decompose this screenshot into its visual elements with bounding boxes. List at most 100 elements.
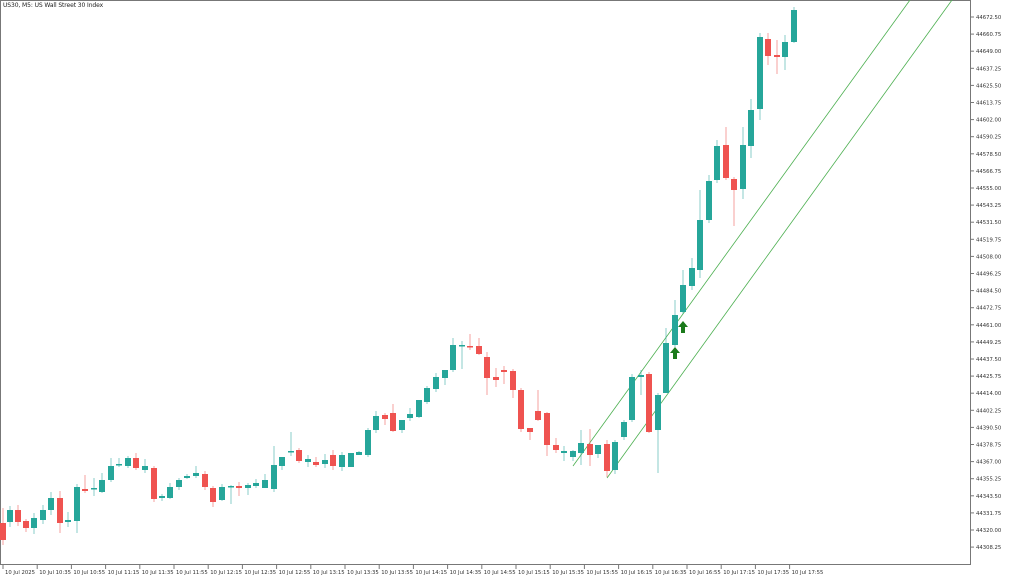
time-tick-label: 10 Jul 11:15 [108, 570, 140, 576]
candle [82, 475, 88, 493]
candle [31, 513, 37, 534]
candle [57, 491, 63, 533]
price-tick-label: 44555.00 [976, 186, 1002, 192]
price-tick-label: 44508.00 [976, 254, 1002, 260]
up-arrow-icon [678, 321, 688, 333]
candle [578, 430, 584, 465]
candle [629, 374, 635, 422]
price-tick-label: 44308.25 [976, 545, 1001, 551]
candle [424, 386, 430, 404]
candle [7, 506, 13, 527]
price-tick-label: 44590.25 [976, 135, 1001, 141]
price-tick-label: 44367.00 [976, 460, 1002, 466]
candle [680, 270, 686, 314]
candle [646, 372, 652, 433]
candle [253, 479, 259, 488]
candle [774, 40, 780, 74]
candle [0, 508, 6, 545]
candle [467, 334, 473, 350]
price-tick-label: 44531.50 [976, 220, 1002, 226]
candle [442, 370, 448, 385]
price-tick-label: 44320.00 [976, 528, 1002, 534]
candle [167, 483, 173, 499]
candle [99, 473, 105, 493]
price-tick-label: 44578.50 [976, 152, 1002, 158]
candle [365, 428, 371, 457]
time-tick-label: 10 Jul 17:55 [792, 570, 824, 576]
price-tick-label: 44519.75 [976, 237, 1001, 243]
candle [757, 33, 763, 120]
candle [202, 471, 208, 490]
candle [159, 494, 165, 501]
price-tick-label: 44425.75 [976, 374, 1001, 380]
candle [570, 450, 576, 461]
time-tick-label: 10 Jul 17:35 [757, 570, 789, 576]
candle [544, 412, 550, 456]
price-tick-label: 44331.75 [976, 511, 1001, 517]
price-tick-label: 44461.00 [976, 323, 1002, 329]
time-tick-label: 10 Jul 14:15 [415, 570, 447, 576]
candle [193, 466, 199, 478]
candle [151, 466, 157, 502]
time-tick-label: 10 Jul 13:15 [313, 570, 345, 576]
candle [142, 459, 148, 473]
candle [740, 127, 746, 199]
candle [672, 300, 678, 347]
candle [748, 99, 754, 158]
price-tick-label: 44625.50 [976, 83, 1002, 89]
time-tick-label: 10 Jul 13:55 [381, 570, 413, 576]
candle [484, 352, 490, 395]
channel-line [606, 0, 953, 479]
price-tick-label: 44343.50 [976, 494, 1002, 500]
up-arrow-icon [670, 347, 680, 359]
time-tick-label: 10 Jul 16:15 [621, 570, 653, 576]
candle [595, 445, 601, 458]
candle [587, 429, 593, 466]
candle [416, 400, 422, 418]
price-tick-label: 44660.75 [976, 32, 1001, 38]
candle [714, 140, 720, 183]
price-tick-label: 44378.75 [976, 443, 1001, 449]
candle [339, 452, 345, 471]
price-axis[interactable]: 44672.50 44660.75 44649.00 44637.25 44625.50… [970, 15, 1002, 551]
time-tick-label: 10 Jul 10:35 [39, 570, 71, 576]
candle [236, 482, 242, 496]
candle [501, 366, 507, 384]
price-tick-label: 44472.75 [976, 306, 1001, 312]
candle [219, 484, 225, 501]
candle [305, 455, 311, 467]
candle [518, 388, 524, 432]
candle [527, 428, 533, 440]
candle [663, 328, 669, 393]
candle [356, 451, 362, 455]
candle [621, 420, 627, 440]
candle [390, 404, 396, 432]
price-tick-label: 44602.00 [976, 118, 1002, 124]
time-axis[interactable]: 10 Jul 2025 10 Jul 10:35 10 Jul 10:55 10 Ju… [2, 564, 824, 576]
candles [0, 7, 797, 545]
price-tick-label: 44496.25 [976, 272, 1001, 278]
candle [723, 127, 729, 180]
candle [184, 474, 190, 479]
candle [245, 483, 251, 495]
time-tick-label: 10 Jul 11:55 [176, 570, 208, 576]
time-tick-label: 10 Jul 14:35 [450, 570, 482, 576]
time-tick-label: 10 Jul 2025 [5, 570, 35, 576]
candle [553, 438, 559, 453]
candle [23, 519, 29, 532]
candle [782, 35, 788, 70]
candle [493, 368, 499, 387]
time-tick-label: 10 Jul 16:55 [689, 570, 721, 576]
candle [459, 341, 465, 369]
candle [638, 370, 644, 395]
candle [296, 448, 302, 463]
candle [322, 454, 328, 468]
candle [697, 190, 703, 278]
candle [689, 258, 695, 290]
price-tick-label: 44402.25 [976, 408, 1001, 414]
buy-arrow-icons [670, 321, 688, 359]
candle [373, 411, 379, 433]
candle [65, 512, 71, 527]
